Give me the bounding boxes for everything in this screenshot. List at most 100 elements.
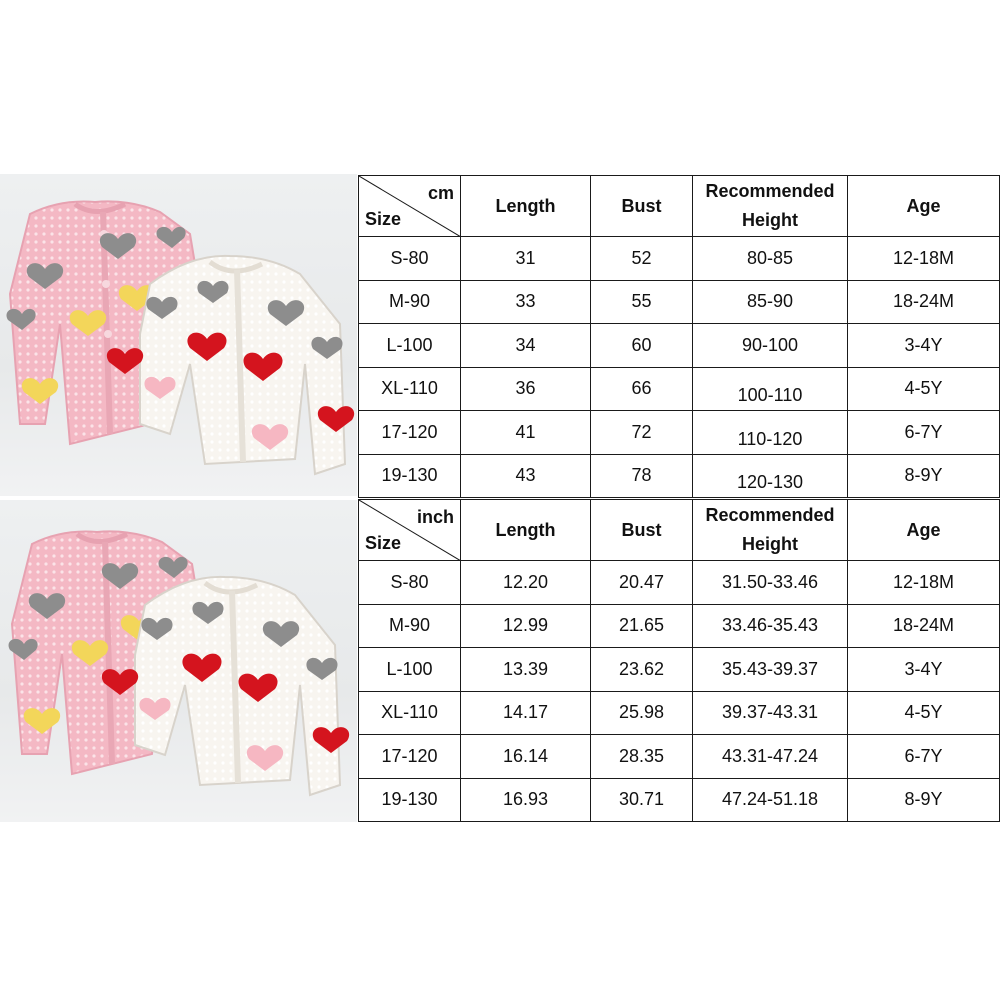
- length-header: Length: [460, 175, 591, 237]
- height-cell: 47.24-51.18: [692, 777, 848, 822]
- bust-cell: 20.47: [590, 560, 693, 605]
- white-cardigan: [106, 254, 355, 476]
- bust-header: Bust: [590, 175, 693, 237]
- bust-cell: 66: [590, 366, 693, 411]
- length-cell: 16.14: [460, 734, 591, 779]
- height-cell: 35.43-39.37: [692, 647, 848, 692]
- age-cell: 4-5Y: [847, 690, 1000, 735]
- size-chart-inch: inch Size Length Bust Recommended Height…: [358, 499, 1000, 822]
- height-cell: 110-120: [692, 410, 848, 455]
- height-cell: 31.50-33.46: [692, 560, 848, 605]
- size-cell: XL-110: [358, 690, 461, 735]
- length-cell: 36: [460, 366, 591, 411]
- age-header: Age: [847, 499, 1000, 561]
- bust-cell: 55: [590, 279, 693, 324]
- header-line-1: Recommended: [705, 181, 835, 201]
- length-cell: 13.39: [460, 647, 591, 692]
- length-cell: 33: [460, 279, 591, 324]
- size-cell: L-100: [358, 323, 461, 368]
- age-cell: 18-24M: [847, 603, 1000, 648]
- table-row: XL-110 14.17 25.98 39.37-43.31 4-5Y: [358, 690, 1000, 735]
- size-cell: 17-120: [358, 410, 461, 455]
- table-row: 17-120 16.14 28.35 43.31-47.24 6-7Y: [358, 734, 1000, 779]
- bust-cell: 30.71: [590, 777, 693, 822]
- table-header-row: cm Size Length Bust Recommended Height A…: [358, 175, 1000, 237]
- white-cardigan: [101, 575, 350, 797]
- product-photo-bottom: [0, 500, 357, 822]
- table-row: M-90 33 55 85-90 18-24M: [358, 279, 1000, 324]
- height-cell: 120-130: [692, 453, 848, 498]
- length-cell: 43: [460, 453, 591, 498]
- recommended-height-header: Recommended Height: [692, 175, 848, 237]
- unit-size-header: inch Size: [358, 499, 461, 561]
- bust-cell: 52: [590, 236, 693, 281]
- size-header-label: Size: [365, 209, 402, 229]
- length-cell: 12.99: [460, 603, 591, 648]
- unit-label: cm: [427, 183, 454, 203]
- recommended-height-header: Recommended Height: [692, 499, 848, 561]
- pink-cardigan: [6, 200, 207, 446]
- length-cell: 34: [460, 323, 591, 368]
- size-cell: 19-130: [358, 777, 461, 822]
- size-cell: XL-110: [358, 366, 461, 411]
- length-cell: 14.17: [460, 690, 591, 735]
- size-cell: 19-130: [358, 453, 461, 498]
- length-header: Length: [460, 499, 591, 561]
- bust-cell: 78: [590, 453, 693, 498]
- size-cell: L-100: [358, 647, 461, 692]
- table-row: 19-130 43 78 120-130 8-9Y: [358, 453, 1000, 498]
- bust-cell: 25.98: [590, 690, 693, 735]
- size-header-label: Size: [365, 533, 402, 553]
- bust-header: Bust: [590, 499, 693, 561]
- cardigans-illustration: [6, 200, 355, 476]
- age-header: Age: [847, 175, 1000, 237]
- table-row: S-80 12.20 20.47 31.50-33.46 12-18M: [358, 560, 1000, 605]
- diagonal-divider: [359, 500, 461, 561]
- size-chart-cm: cm Size Length Bust Recommended Height A…: [358, 175, 1000, 498]
- size-cell: S-80: [358, 236, 461, 281]
- table-row: 19-130 16.93 30.71 47.24-51.18 8-9Y: [358, 777, 1000, 822]
- length-cell: 31: [460, 236, 591, 281]
- height-cell: 33.46-35.43: [692, 603, 848, 648]
- height-cell: 43.31-47.24: [692, 734, 848, 779]
- size-cell: M-90: [358, 279, 461, 324]
- bust-cell: 21.65: [590, 603, 693, 648]
- length-cell: 12.20: [460, 560, 591, 605]
- length-cell: 16.93: [460, 777, 591, 822]
- age-cell: 6-7Y: [847, 734, 1000, 779]
- header-line-1: Recommended: [705, 505, 835, 525]
- cardigans-illustration: [8, 530, 350, 797]
- height-cell: 39.37-43.31: [692, 690, 848, 735]
- pink-cardigan: [8, 530, 209, 776]
- size-cell: M-90: [358, 603, 461, 648]
- age-cell: 12-18M: [847, 560, 1000, 605]
- bust-cell: 28.35: [590, 734, 693, 779]
- age-cell: 12-18M: [847, 236, 1000, 281]
- age-cell: 4-5Y: [847, 366, 1000, 411]
- diagonal-divider: [359, 176, 461, 237]
- bust-cell: 72: [590, 410, 693, 455]
- age-cell: 3-4Y: [847, 323, 1000, 368]
- unit-size-header: cm Size: [358, 175, 461, 237]
- age-cell: 3-4Y: [847, 647, 1000, 692]
- header-line-2: Height: [742, 534, 798, 554]
- table-row: L-100 13.39 23.62 35.43-39.37 3-4Y: [358, 647, 1000, 692]
- age-cell: 18-24M: [847, 279, 1000, 324]
- height-cell: 90-100: [692, 323, 848, 368]
- header-line-2: Height: [742, 210, 798, 230]
- product-photo-top: [0, 174, 357, 496]
- age-cell: 8-9Y: [847, 453, 1000, 498]
- unit-label: inch: [416, 507, 454, 527]
- length-cell: 41: [460, 410, 591, 455]
- age-cell: 6-7Y: [847, 410, 1000, 455]
- table-header-row: inch Size Length Bust Recommended Height…: [358, 499, 1000, 561]
- height-cell: 100-110: [692, 366, 848, 411]
- table-row: XL-110 36 66 100-110 4-5Y: [358, 366, 1000, 411]
- height-cell: 80-85: [692, 236, 848, 281]
- size-cell: 17-120: [358, 734, 461, 779]
- table-row: S-80 31 52 80-85 12-18M: [358, 236, 1000, 281]
- age-cell: 8-9Y: [847, 777, 1000, 822]
- table-row: 17-120 41 72 110-120 6-7Y: [358, 410, 1000, 455]
- bust-cell: 23.62: [590, 647, 693, 692]
- height-cell: 85-90: [692, 279, 848, 324]
